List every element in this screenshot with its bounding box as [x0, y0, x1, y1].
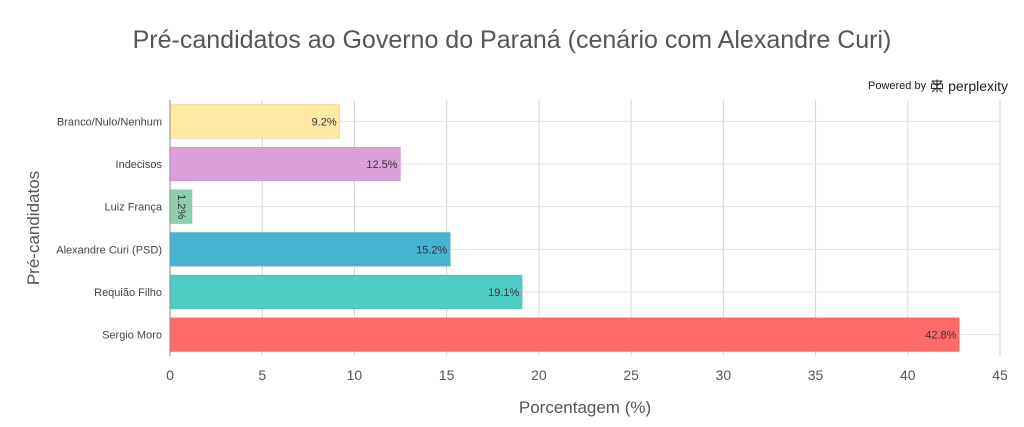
- y-tick-label: Requião Filho: [94, 287, 162, 299]
- perplexity-logo-icon: [931, 79, 944, 93]
- bar: [169, 231, 451, 267]
- x-tick-label: 10: [347, 367, 363, 383]
- x-axis-title: Porcentagem (%): [518, 398, 652, 417]
- x-tick-label: 20: [531, 367, 547, 383]
- y-tick-label: Sergio Moro: [102, 330, 162, 342]
- x-tick-label: 30: [716, 367, 732, 383]
- data-label: 1.2%: [175, 194, 187, 219]
- y-tick-label: Alexandre Curi (PSD): [56, 244, 162, 256]
- perplexity-brand: perplexity: [948, 78, 1008, 94]
- chart-title: Pré-candidatos ao Governo do Paraná (cen…: [132, 26, 892, 54]
- x-tick-label: 45: [992, 367, 1008, 383]
- powered-by-badge[interactable]: Powered by perplexity: [868, 78, 1008, 94]
- x-tick-label: 15: [439, 367, 455, 383]
- data-label: 12.5%: [366, 159, 397, 171]
- data-label: 15.2%: [416, 244, 447, 256]
- y-tick-label: Luiz França: [105, 202, 163, 214]
- x-tick-label: 5: [258, 367, 266, 383]
- y-tick-label: Branco/Nulo/Nenhum: [57, 116, 162, 128]
- bar: [169, 317, 960, 353]
- y-tick-label: Indecisos: [116, 159, 163, 171]
- data-label: 9.2%: [312, 116, 337, 128]
- data-label: 42.8%: [925, 330, 956, 342]
- bar: [169, 274, 523, 310]
- x-tick-label: 0: [166, 367, 174, 383]
- powered-by-label: Powered by: [867, 80, 927, 92]
- x-tick-label: 35: [808, 367, 824, 383]
- bar: [169, 103, 341, 139]
- data-label: 19.1%: [488, 287, 519, 299]
- x-tick-label: 40: [900, 367, 916, 383]
- x-tick-label: 25: [623, 367, 639, 383]
